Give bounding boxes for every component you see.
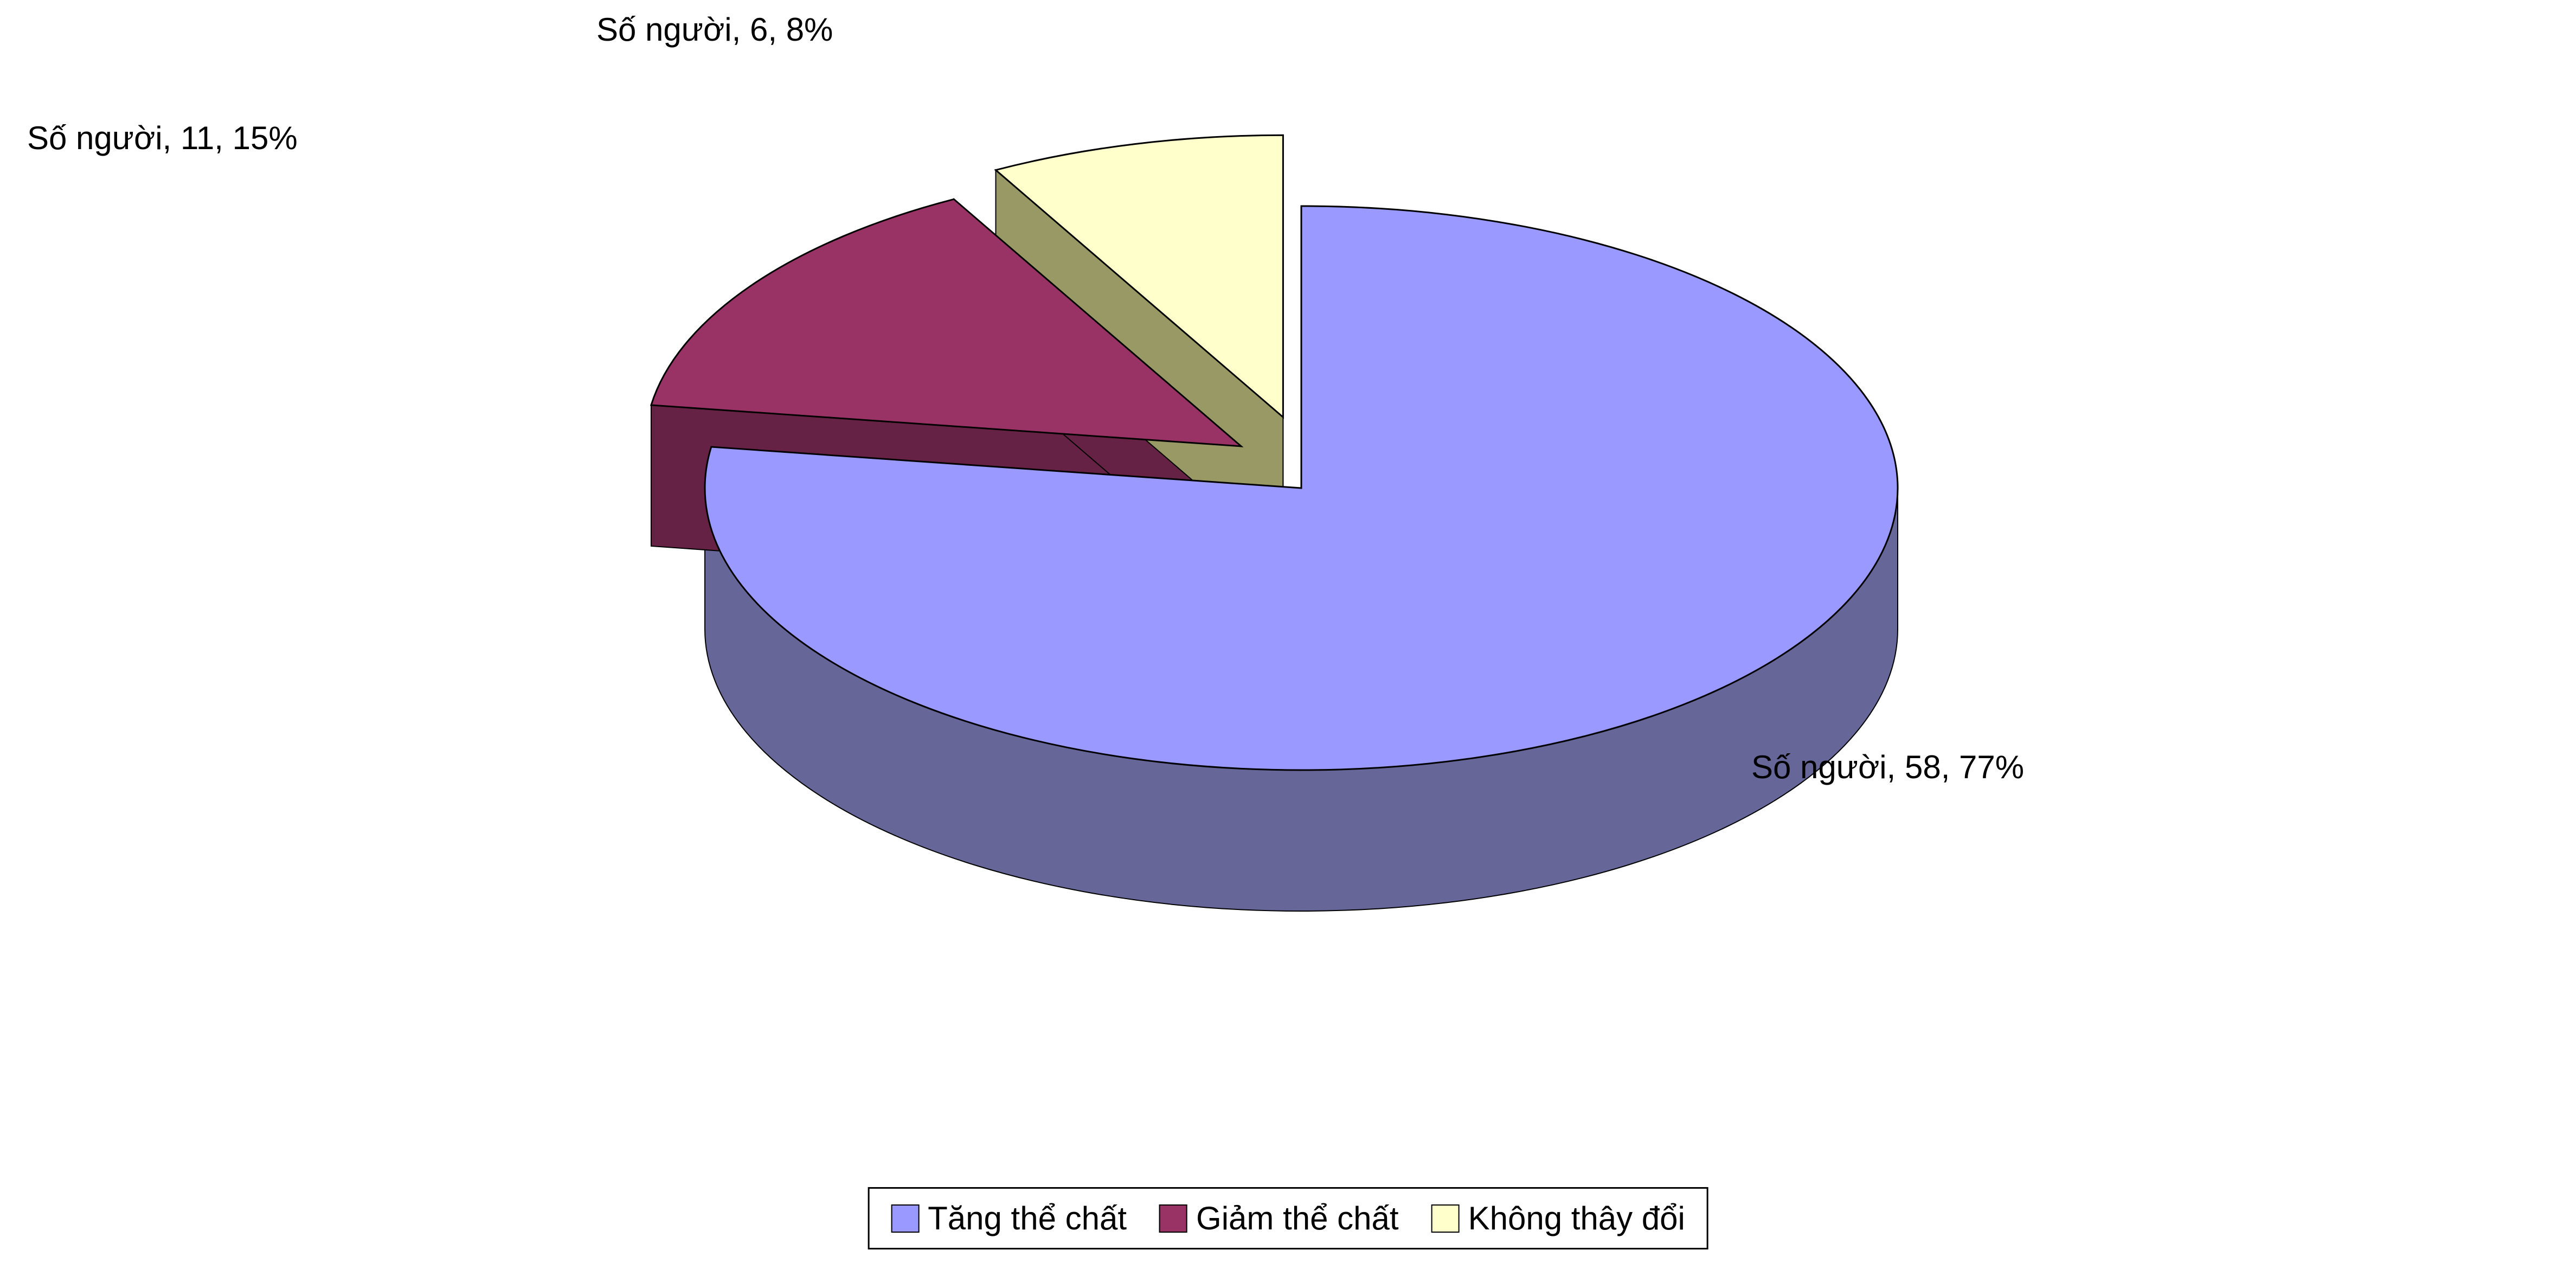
slice-label-giam: Số người, 11, 15% — [27, 119, 298, 157]
legend-label-tang: Tăng thể chất — [928, 1200, 1127, 1237]
legend-item-giam: Giảm thể chất — [1159, 1200, 1399, 1237]
slice-label-khong: Số người, 6, 8% — [596, 11, 833, 48]
slice-label-tang: Số người, 58, 77% — [1751, 748, 2024, 786]
legend-label-khong: Không thây đổi — [1468, 1200, 1685, 1237]
legend-item-khong: Không thây đổi — [1431, 1200, 1685, 1237]
legend-swatch-tang — [891, 1204, 919, 1233]
legend-item-tang: Tăng thể chất — [891, 1200, 1127, 1237]
legend-swatch-giam — [1159, 1204, 1187, 1233]
pie-chart-svg — [0, 0, 2576, 1282]
legend-swatch-khong — [1431, 1204, 1460, 1233]
legend: Tăng thể chất Giảm thể chất Không thây đ… — [868, 1187, 1708, 1249]
legend-label-giam: Giảm thể chất — [1196, 1200, 1399, 1237]
pie-chart-container: Số người, 58, 77% Số người, 11, 15% Số n… — [0, 0, 2576, 1282]
